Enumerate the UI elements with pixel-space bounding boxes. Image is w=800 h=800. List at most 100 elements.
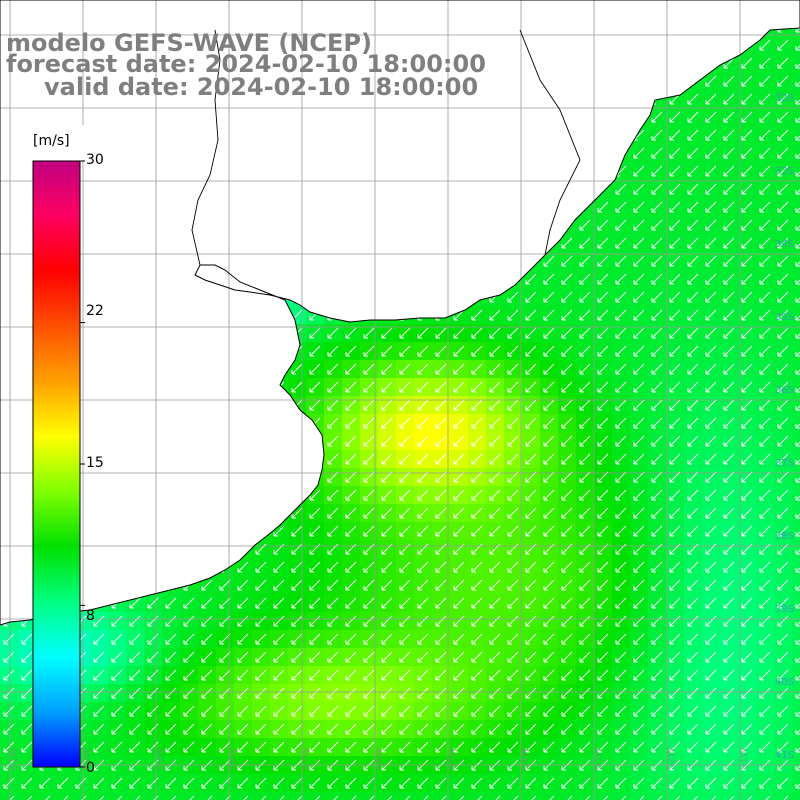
wind-arrow [297,795,303,800]
wind-arrow [489,435,501,447]
wind-arrow [219,687,231,699]
wind-arrow [651,435,663,447]
wind-arrow [633,417,645,429]
wind-arrow [507,435,519,447]
wind-arrow [741,255,753,267]
wind-arrow [219,597,231,609]
wind-cell [792,198,800,216]
wind-arrow [273,579,285,591]
wind-arrow [633,723,645,735]
wind-cell [684,792,702,800]
wind-arrow [165,687,177,699]
wind-arrow [687,147,699,159]
wind-arrow [705,615,717,627]
wind-arrow [525,651,537,663]
wind-arrow [633,183,645,195]
wind-arrow [399,777,411,789]
wind-arrow [759,579,771,591]
wind-arrow [543,687,555,699]
wind-arrow [741,147,753,159]
lat-label: 33S [774,166,794,177]
wind-arrow [441,795,447,800]
wind-arrow [381,687,393,699]
wind-arrow [525,489,537,501]
wind-arrow [525,633,537,645]
wind-arrow [723,75,735,87]
wind-arrow [291,381,303,393]
wind-arrow [291,507,303,519]
wind-arrow [795,657,800,663]
wind-arrow [381,489,393,501]
wind-cell [792,774,800,792]
title-valid-date: valid date: 2024-02-10 18:00:00 [44,73,479,101]
wind-arrow [741,453,753,465]
wind-arrow [255,633,267,645]
wind-arrow [453,363,465,375]
wind-arrow [309,399,321,411]
wind-arrow [273,741,285,753]
wind-cell [270,792,288,800]
wind-cell [792,414,800,432]
wind-arrow [777,363,789,375]
wind-arrow [435,363,447,375]
wind-arrow [615,777,627,789]
wind-arrow [363,579,375,591]
wind-arrow [741,57,753,69]
wind-arrow [579,489,591,501]
wind-arrow [723,93,735,105]
wind-arrow [651,417,663,429]
wind-arrow [327,381,339,393]
wind-arrow [507,561,519,573]
wind-arrow [345,561,357,573]
wind-cell [594,792,612,800]
wind-arrow [327,597,339,609]
wind-arrow [669,363,681,375]
wind-arrow [207,795,213,800]
wind-arrow [651,777,663,789]
wind-arrow [759,633,771,645]
wind-arrow [507,453,519,465]
wind-arrow [489,561,501,573]
wind-arrow [435,579,447,591]
wind-arrow [3,633,15,645]
wind-arrow [723,363,735,375]
wind-arrow [183,705,195,717]
wind-arrow [453,399,465,411]
wind-arrow [417,777,429,789]
wind-arrow [669,129,681,141]
wind-arrow [291,723,303,735]
wind-arrow [417,615,429,627]
wind-arrow [399,471,411,483]
wind-arrow [759,615,771,627]
wind-arrow [93,723,105,735]
wind-arrow [759,507,771,519]
wind-arrow [543,309,555,321]
wind-arrow [777,777,789,789]
wind-arrow [219,579,231,591]
wind-arrow [363,507,375,519]
wind-arrow [669,669,681,681]
wind-cell [504,792,522,800]
wind-arrow [741,183,753,195]
wind-arrow [453,417,465,429]
wind-cell [792,486,800,504]
wind-arrow [3,777,15,789]
wind-arrow [759,219,771,231]
wind-arrow [687,255,699,267]
wind-arrow [543,615,555,627]
wind-arrow [705,777,717,789]
wind-arrow [165,615,177,627]
wind-cell [792,468,800,486]
wind-arrow [615,669,627,681]
wind-arrow [579,615,591,627]
wind-arrow [687,669,699,681]
wind-arrow [687,417,699,429]
wind-arrow [507,507,519,519]
wind-arrow [171,795,177,800]
wind-arrow [489,723,501,735]
wind-arrow [669,219,681,231]
wind-arrow [579,741,591,753]
colorbar-tick-8: 8 [86,608,95,624]
wind-arrow [615,363,627,375]
wind-arrow [777,75,789,87]
